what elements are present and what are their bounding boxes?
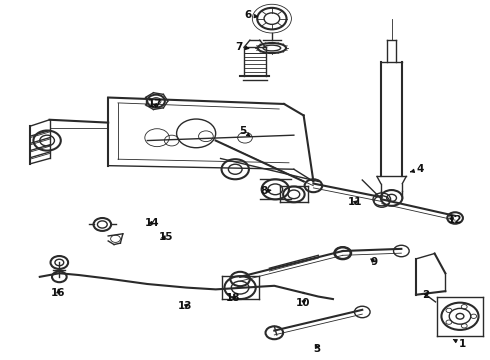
Text: 17: 17 <box>148 99 162 109</box>
Text: 16: 16 <box>51 288 66 298</box>
Text: 9: 9 <box>370 257 378 267</box>
Text: 12: 12 <box>448 215 463 225</box>
Text: 5: 5 <box>239 126 250 136</box>
Text: 7: 7 <box>236 42 249 51</box>
Text: 13: 13 <box>178 301 193 311</box>
Text: 15: 15 <box>159 232 173 242</box>
Text: 8: 8 <box>260 186 271 197</box>
Text: 1: 1 <box>453 339 466 349</box>
Text: 4: 4 <box>411 164 424 174</box>
Text: 3: 3 <box>314 343 321 354</box>
Text: 11: 11 <box>348 197 363 207</box>
Text: 10: 10 <box>295 298 310 308</box>
Text: 6: 6 <box>245 10 258 20</box>
Text: 2: 2 <box>422 290 429 300</box>
Text: 14: 14 <box>145 218 159 228</box>
Text: 18: 18 <box>226 293 241 303</box>
